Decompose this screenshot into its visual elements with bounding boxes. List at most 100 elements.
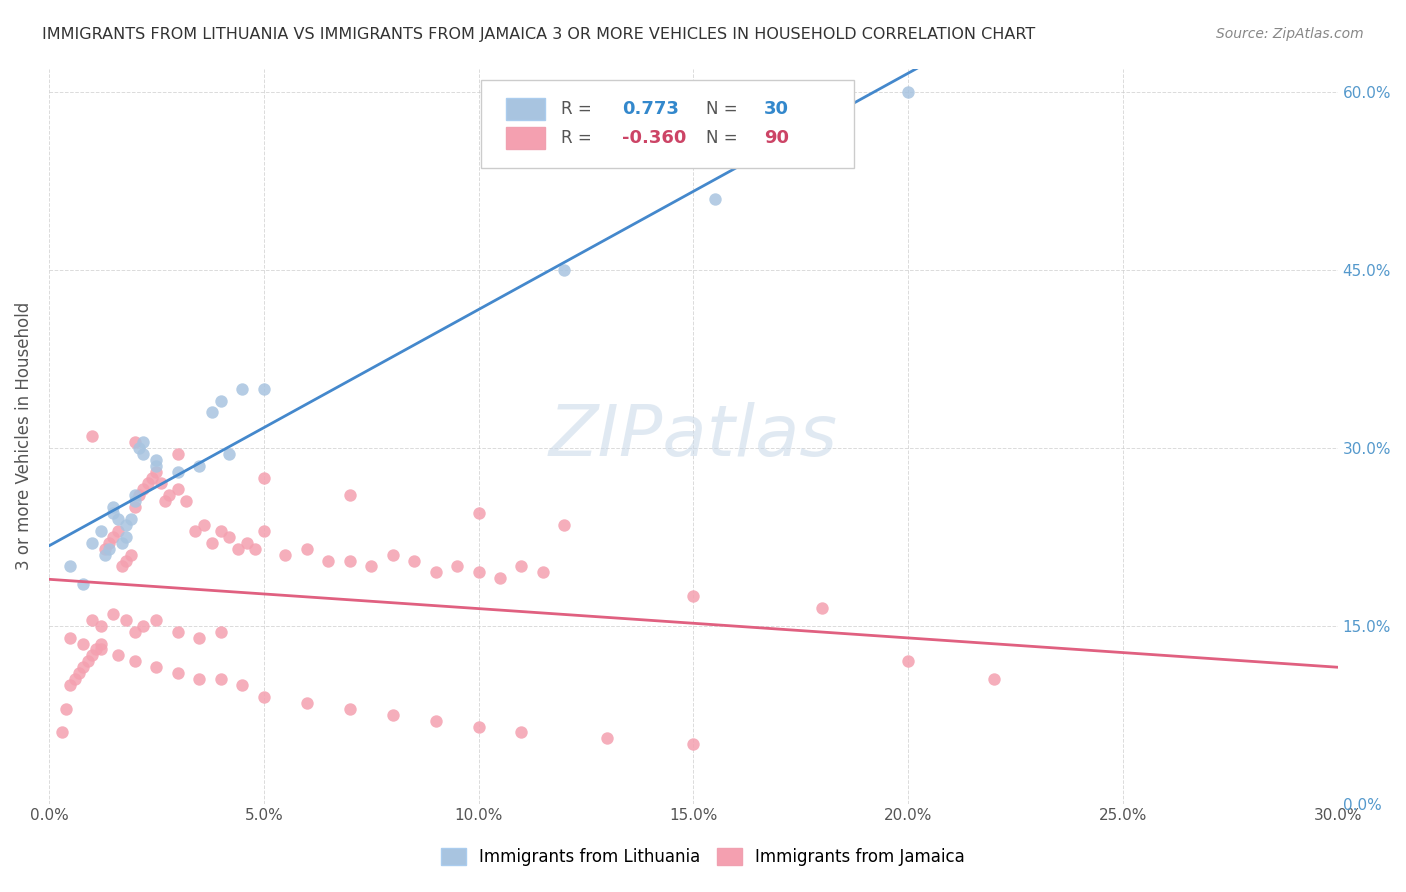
Point	[141, 470, 163, 484]
Point	[67, 666, 90, 681]
Point	[209, 624, 232, 639]
Text: ZIPatlas: ZIPatlas	[548, 401, 838, 471]
Point	[103, 530, 125, 544]
Point	[231, 382, 253, 396]
Text: 0.773: 0.773	[623, 100, 679, 118]
Point	[51, 725, 73, 739]
Point	[339, 488, 361, 502]
Point	[107, 512, 129, 526]
Point	[553, 518, 575, 533]
Point	[98, 541, 121, 556]
Point	[231, 678, 253, 692]
Text: R =: R =	[561, 100, 592, 118]
Point	[467, 720, 489, 734]
Point	[80, 613, 103, 627]
Point	[72, 636, 94, 650]
Point	[89, 642, 111, 657]
Point	[253, 690, 276, 704]
Point	[510, 725, 533, 739]
Point	[128, 488, 150, 502]
Text: N =: N =	[706, 129, 738, 147]
Point	[72, 660, 94, 674]
Point	[381, 707, 404, 722]
Point	[124, 488, 146, 502]
Point	[467, 506, 489, 520]
Point	[80, 648, 103, 663]
Legend: Immigrants from Lithuania, Immigrants from Jamaica: Immigrants from Lithuania, Immigrants fr…	[433, 840, 973, 875]
Point	[145, 465, 167, 479]
Point	[153, 494, 176, 508]
Point	[80, 535, 103, 549]
Point	[176, 494, 198, 508]
Point	[425, 714, 447, 728]
Point	[132, 483, 155, 497]
Point	[682, 589, 704, 603]
Point	[209, 524, 232, 538]
Point	[682, 737, 704, 751]
Point	[188, 672, 211, 686]
Point	[166, 666, 188, 681]
Point	[124, 494, 146, 508]
Point	[226, 541, 249, 556]
Point	[510, 559, 533, 574]
Point	[149, 476, 172, 491]
Point	[983, 672, 1005, 686]
Text: R =: R =	[561, 129, 592, 147]
Point	[253, 524, 276, 538]
Point	[553, 263, 575, 277]
Point	[94, 541, 117, 556]
Point	[84, 642, 107, 657]
Point	[145, 452, 167, 467]
Point	[59, 631, 82, 645]
Text: 90: 90	[765, 129, 789, 147]
Point	[80, 429, 103, 443]
Point	[295, 696, 318, 710]
Point	[201, 535, 224, 549]
Point	[218, 530, 240, 544]
Point	[897, 85, 920, 99]
Point	[132, 619, 155, 633]
Point	[201, 405, 224, 419]
Point	[55, 702, 77, 716]
Point	[59, 678, 82, 692]
Point	[467, 566, 489, 580]
Point	[89, 619, 111, 633]
Point	[72, 577, 94, 591]
Point	[111, 535, 134, 549]
Bar	[506, 128, 546, 149]
Text: 30: 30	[765, 100, 789, 118]
Point	[124, 435, 146, 450]
Point	[489, 571, 512, 585]
Point	[425, 566, 447, 580]
Point	[339, 702, 361, 716]
Point	[115, 530, 138, 544]
Point	[124, 624, 146, 639]
Point	[103, 506, 125, 520]
Point	[132, 447, 155, 461]
Point	[253, 470, 276, 484]
Point	[166, 483, 188, 497]
Point	[145, 458, 167, 473]
Point	[243, 541, 266, 556]
Point	[811, 601, 834, 615]
Point	[132, 435, 155, 450]
Point	[103, 500, 125, 515]
Point	[360, 559, 382, 574]
Point	[404, 553, 426, 567]
Point	[531, 566, 554, 580]
Point	[94, 548, 117, 562]
Point	[193, 518, 215, 533]
Point	[107, 648, 129, 663]
Point	[339, 553, 361, 567]
Text: IMMIGRANTS FROM LITHUANIA VS IMMIGRANTS FROM JAMAICA 3 OR MORE VEHICLES IN HOUSE: IMMIGRANTS FROM LITHUANIA VS IMMIGRANTS …	[42, 27, 1035, 42]
Point	[89, 524, 111, 538]
Point	[446, 559, 468, 574]
Text: Source: ZipAtlas.com: Source: ZipAtlas.com	[1216, 27, 1364, 41]
Point	[218, 447, 240, 461]
Point	[166, 624, 188, 639]
Point	[316, 553, 339, 567]
Point	[103, 607, 125, 621]
Point	[98, 535, 121, 549]
Point	[115, 613, 138, 627]
FancyBboxPatch shape	[481, 79, 855, 168]
